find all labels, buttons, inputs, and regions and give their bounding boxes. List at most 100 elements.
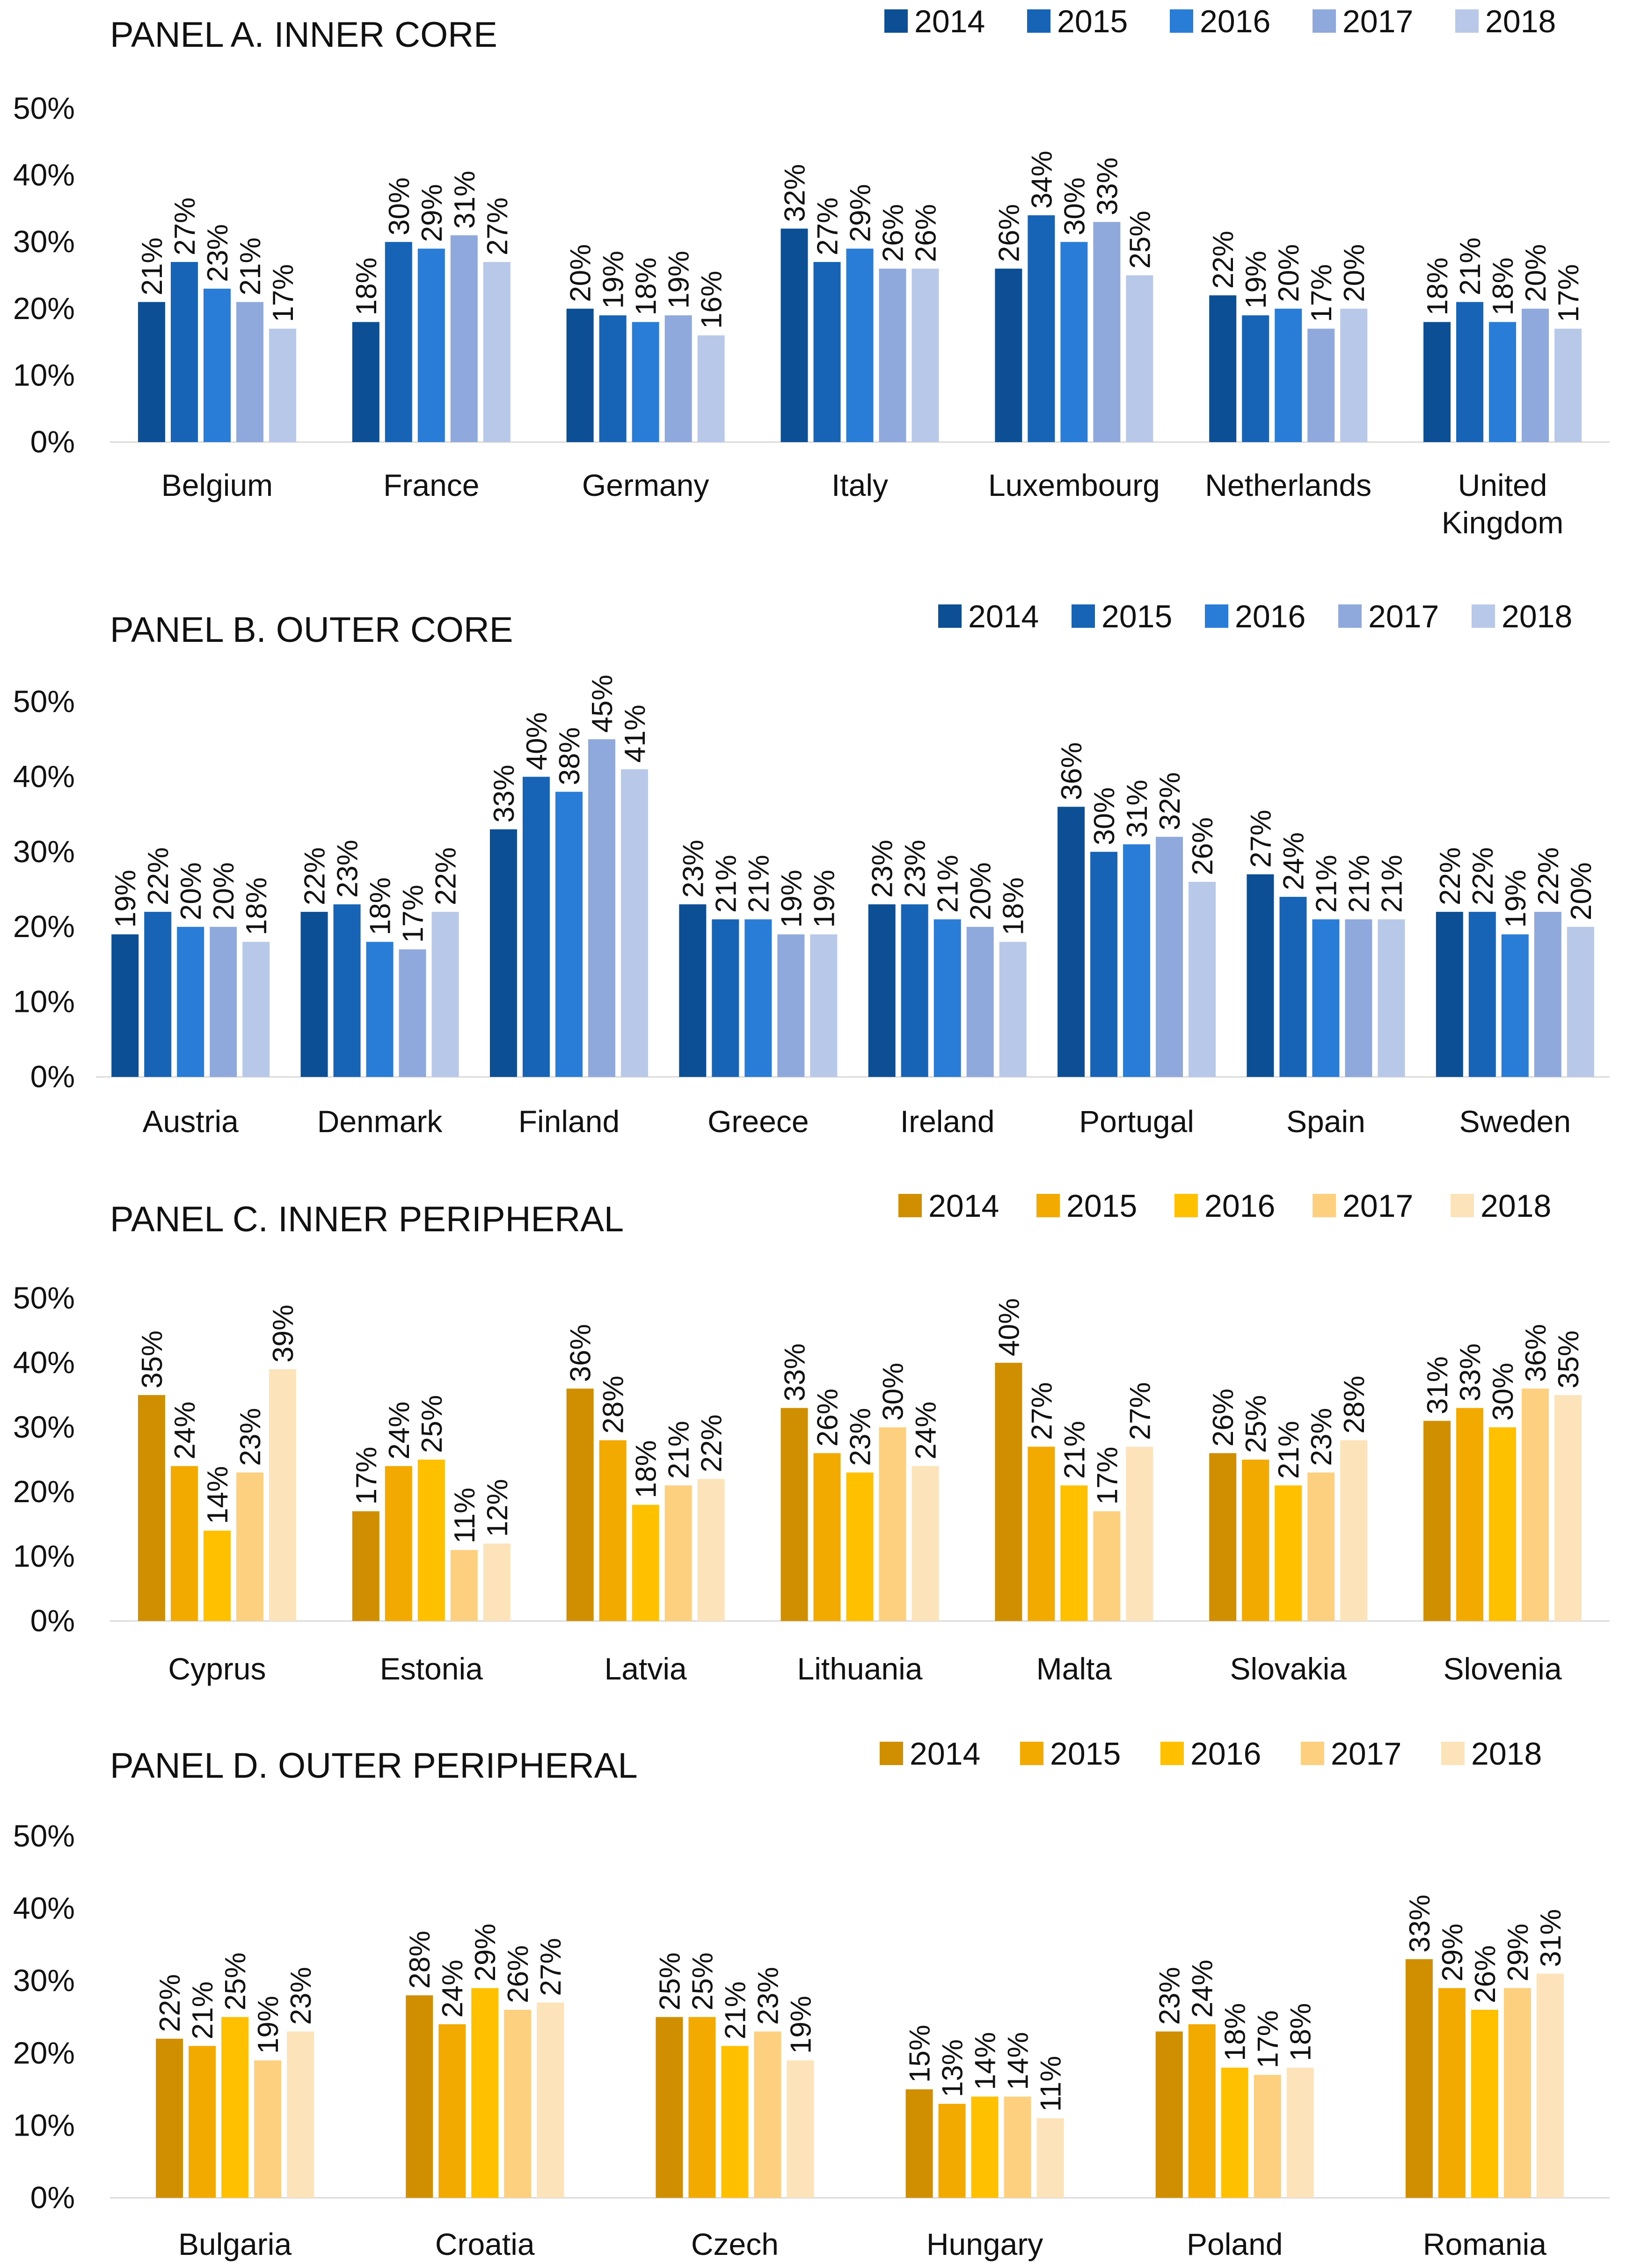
data-label: 36%	[1056, 742, 1088, 800]
panel-title: PANEL A. INNER CORE	[110, 15, 497, 55]
bar-2014	[1155, 2031, 1183, 2198]
bar-2016	[1123, 844, 1151, 1077]
legend-swatch-2017	[1301, 1742, 1324, 1765]
data-label: 22%	[1467, 847, 1499, 905]
legend-label-2014: 2014	[910, 1736, 980, 1772]
bar-2016	[1312, 919, 1340, 1077]
data-label: 26%	[877, 204, 910, 262]
data-label: 31%	[1422, 1356, 1454, 1414]
bar-2014	[1209, 1453, 1237, 1621]
bar-2015	[385, 1466, 412, 1621]
legend-swatch-2015	[1027, 9, 1050, 33]
bar-2018	[999, 942, 1027, 1077]
bar-2017	[210, 927, 237, 1077]
data-label: 20%	[208, 862, 240, 920]
data-label: 29%	[845, 184, 877, 242]
data-label: 29%	[469, 1924, 502, 1982]
data-label: 26%	[1187, 817, 1219, 875]
data-label: 18%	[241, 877, 273, 935]
x-tick-label: CzechRepublic	[675, 2227, 795, 2266]
bar-2017	[1522, 1388, 1549, 1621]
legend-label-2017: 2017	[1331, 1736, 1401, 1772]
bar-2016	[1275, 1485, 1302, 1621]
data-label: 25%	[686, 1952, 719, 2010]
data-label: 31%	[1535, 1909, 1567, 1967]
data-label: 26%	[502, 1945, 534, 2003]
data-label: 18%	[1219, 2003, 1252, 2061]
data-label: 23%	[332, 840, 364, 898]
legend-swatch-2015	[1020, 1742, 1043, 1765]
panel-c: PANEL C. INNER PERIPHERAL 2014 2015 2016 201…	[13, 1188, 1610, 1686]
legend-swatch-2014	[898, 1194, 922, 1217]
x-tick-label: Sweden	[1459, 1104, 1571, 1139]
x-tick-label: Italy	[831, 468, 888, 502]
x-tick-label: France	[383, 468, 479, 502]
bar-2017	[966, 927, 994, 1077]
bar-2014	[1423, 1421, 1451, 1621]
legend-swatch-2017	[1313, 1194, 1336, 1217]
data-label: 27%	[1124, 1382, 1156, 1440]
data-label: 17%	[267, 264, 299, 322]
y-tick-label: 10%	[13, 1539, 75, 1573]
bar-2014	[679, 904, 707, 1077]
legend-swatch-2014	[880, 1742, 903, 1765]
data-label: 19%	[663, 251, 695, 309]
bar-2015	[385, 242, 412, 442]
y-tick-label: 10%	[13, 357, 75, 392]
x-tick-label: Croatia	[435, 2227, 535, 2261]
legend-label-2018: 2018	[1481, 1188, 1551, 1224]
y-tick-label: 20%	[13, 909, 75, 944]
data-label: 18%	[1487, 257, 1519, 315]
data-label: 21%	[1454, 237, 1487, 295]
data-label: 19%	[598, 251, 630, 309]
bar-2017	[399, 949, 426, 1077]
bar-2016	[846, 1472, 874, 1621]
bar-2018	[269, 1369, 296, 1621]
data-label: 19%	[109, 870, 142, 928]
y-tick-label: 10%	[13, 984, 75, 1019]
bar-2016	[971, 2096, 999, 2198]
data-label: 36%	[565, 1324, 597, 1382]
bar-2016	[1060, 1485, 1088, 1621]
y-tick-label: 0%	[30, 424, 75, 459]
bar-2016	[1221, 2067, 1248, 2198]
data-label: 23%	[1306, 1408, 1338, 1466]
legend-swatch-2015	[1072, 604, 1095, 628]
data-label: 18%	[998, 877, 1030, 935]
legend-swatch-2017	[1338, 604, 1362, 628]
bar-2014	[1423, 322, 1451, 442]
y-tick-label: 40%	[13, 1891, 75, 1926]
data-label: 16%	[696, 271, 728, 329]
bar-2017	[1534, 912, 1561, 1077]
legend-swatch-2016	[1205, 604, 1228, 628]
y-tick-label: 50%	[13, 91, 75, 125]
x-tick-label: Slovenia	[1443, 1651, 1561, 1686]
bar-2018	[269, 328, 296, 442]
bar-2016	[632, 1505, 659, 1621]
bar-2017	[754, 2031, 781, 2198]
data-label: 20%	[565, 244, 597, 302]
bar-2016	[1471, 2010, 1498, 2198]
bar-2014	[905, 2089, 933, 2198]
bar-2015	[813, 262, 841, 442]
bar-2015	[1028, 215, 1055, 442]
legend-label-2016: 2016	[1200, 4, 1270, 39]
legend-swatch-2016	[1160, 1742, 1184, 1765]
bar-2018	[483, 1543, 511, 1621]
bar-2016	[632, 322, 659, 442]
data-label: 19%	[1240, 251, 1272, 309]
data-label: 40%	[993, 1298, 1025, 1356]
bar-2014	[352, 322, 379, 442]
bar-2015	[1188, 2024, 1216, 2198]
x-tick-label: Poland	[1187, 2227, 1283, 2261]
data-label: 21%	[1376, 855, 1408, 913]
data-label: 14%	[970, 2032, 1002, 2090]
x-tick-label: Denmark	[317, 1104, 443, 1139]
bar-2014	[1436, 912, 1463, 1077]
data-label: 17%	[1553, 264, 1585, 322]
legend-label-2016: 2016	[1190, 1736, 1261, 1772]
legend-swatch-2018	[1455, 9, 1479, 33]
bar-2016	[417, 1460, 445, 1621]
bar-2015	[1242, 1460, 1269, 1621]
bar-2017	[1156, 836, 1183, 1077]
